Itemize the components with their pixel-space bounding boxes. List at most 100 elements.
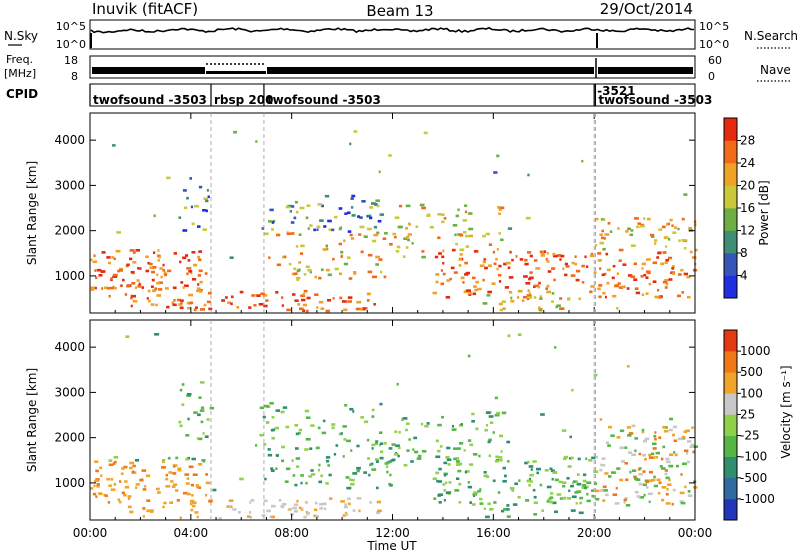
velocity-ylabel: Slant Range [km] — [25, 368, 39, 472]
heatmap-cell — [507, 334, 511, 338]
heatmap-cell — [225, 296, 228, 299]
heatmap-cell — [183, 284, 189, 288]
heatmap-cell — [348, 277, 353, 280]
heatmap-cell — [290, 232, 295, 235]
heatmap-cell — [98, 274, 103, 277]
heatmap-cell — [180, 281, 184, 284]
heatmap-cell — [283, 255, 287, 259]
heatmap-cell — [634, 477, 639, 481]
heatmap-cell — [263, 499, 268, 503]
heatmap-cell — [625, 478, 629, 482]
heatmap-cell — [395, 444, 400, 448]
heatmap-cell — [116, 231, 121, 234]
heatmap-cell — [599, 468, 603, 472]
heatmap-cell — [297, 431, 301, 435]
heatmap-cell — [183, 491, 188, 495]
cpid-segment-label: twofsound -3503 — [598, 93, 712, 107]
heatmap-cell — [482, 278, 485, 282]
heatmap-cell — [483, 258, 486, 261]
heatmap-cell — [680, 268, 684, 272]
heatmap-cell — [553, 278, 556, 282]
heatmap-cell — [453, 457, 457, 461]
heatmap-cell — [648, 453, 652, 457]
heatmap-cell — [498, 208, 502, 211]
heatmap-cell — [145, 269, 150, 273]
heatmap-cell — [672, 488, 676, 492]
heatmap-cell — [344, 511, 348, 515]
heatmap-cell — [296, 499, 299, 503]
heatmap-cell — [321, 431, 327, 435]
heatmap-cell — [202, 209, 207, 212]
colorbar-tick-label: 16 — [740, 201, 755, 215]
heatmap-cell — [572, 480, 578, 483]
heatmap-cell — [607, 222, 611, 225]
colorbar-swatch — [724, 330, 737, 352]
heatmap-cell — [329, 497, 333, 500]
heatmap-cell — [641, 262, 646, 266]
nave-label: Nave — [760, 63, 791, 77]
heatmap-cell — [552, 501, 557, 505]
heatmap-cell — [119, 267, 123, 271]
heatmap-cell — [139, 267, 142, 270]
heatmap-cell — [657, 296, 662, 299]
heatmap-cell — [255, 444, 258, 447]
heatmap-cell — [609, 230, 613, 233]
heatmap-cell — [657, 288, 660, 292]
heatmap-cell — [621, 285, 626, 288]
heatmap-cell — [482, 302, 488, 305]
heatmap-cell — [661, 467, 666, 470]
heatmap-cell — [340, 432, 343, 435]
heatmap-cell — [99, 466, 103, 470]
heatmap-cell — [603, 237, 606, 240]
heatmap-cell — [594, 489, 600, 493]
colorbar-swatch — [724, 477, 737, 500]
heatmap-cell — [581, 159, 584, 163]
heatmap-cell — [239, 477, 244, 481]
heatmap-cell — [445, 296, 451, 299]
heatmap-cell — [376, 500, 381, 504]
heatmap-cell — [623, 498, 627, 502]
heatmap-cell — [451, 424, 454, 428]
nsearch-label: N.Search — [744, 29, 798, 43]
heatmap-cell — [442, 249, 445, 253]
heatmap-cell — [108, 484, 112, 487]
heatmap-cell — [131, 282, 136, 285]
heatmap-cell — [379, 402, 383, 406]
cpid-segment-label: twofsound -3503 — [267, 93, 381, 107]
nsky-tick-bottom: 10^0 — [56, 38, 86, 51]
heatmap-cell — [353, 130, 358, 133]
heatmap-cell — [198, 250, 203, 253]
colorbar-tick-label: -1000 — [740, 492, 775, 506]
heatmap-cell — [536, 467, 541, 471]
colorbar-swatch — [724, 163, 737, 186]
heatmap-cell — [343, 262, 349, 266]
heatmap-cell — [271, 228, 274, 231]
heatmap-cell — [601, 488, 604, 492]
heatmap-cell — [198, 269, 203, 273]
heatmap-cell — [230, 295, 234, 299]
heatmap-cell — [467, 481, 470, 484]
heatmap-cell — [361, 307, 366, 311]
heatmap-cell — [654, 437, 657, 441]
heatmap-cell — [441, 213, 445, 216]
heatmap-cell — [347, 497, 351, 501]
heatmap-cell — [335, 444, 339, 447]
heatmap-cell — [395, 250, 400, 253]
heatmap-cell — [157, 259, 160, 262]
heatmap-cell — [601, 457, 606, 460]
heatmap-cell — [527, 251, 532, 254]
heatmap-cell — [371, 415, 375, 418]
heatmap-cell — [391, 443, 396, 446]
freq-band-2 — [206, 71, 266, 74]
heatmap-cell — [344, 503, 347, 506]
heatmap-cell — [189, 177, 192, 180]
heatmap-cell — [405, 227, 408, 230]
heatmap-cell — [305, 309, 309, 313]
heatmap-cell — [558, 254, 562, 257]
heatmap-cell — [649, 233, 655, 237]
heatmap-cell — [378, 258, 383, 261]
heatmap-cell — [307, 268, 312, 272]
heatmap-cell — [274, 426, 279, 430]
heatmap-cell — [648, 282, 652, 286]
heatmap-cell — [298, 506, 302, 510]
